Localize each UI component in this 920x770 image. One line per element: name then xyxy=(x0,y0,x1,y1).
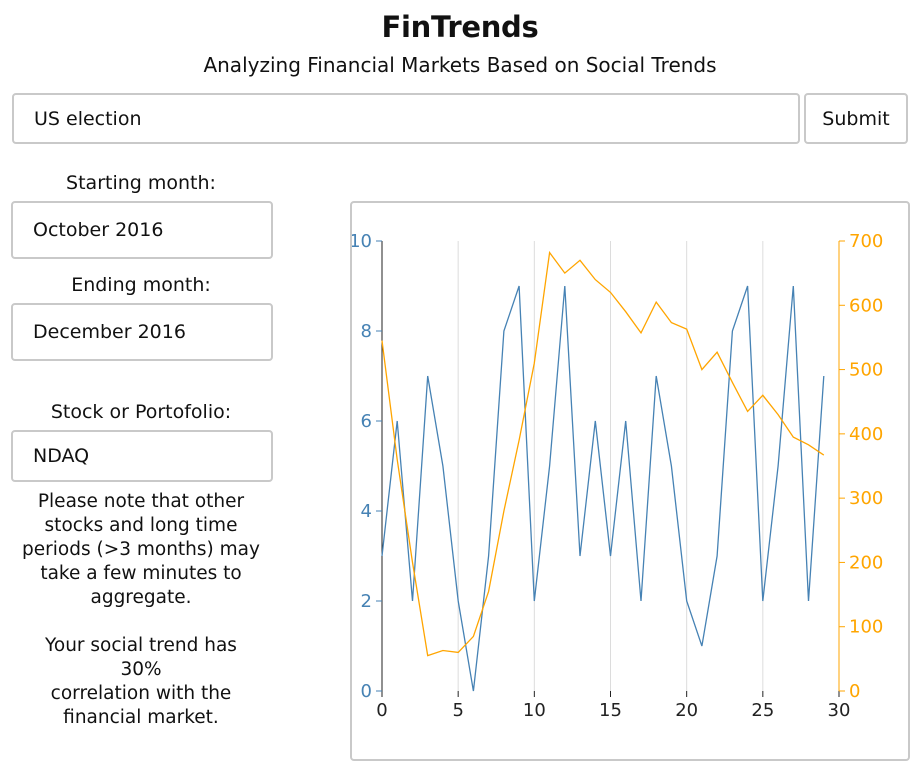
app-subtitle: Analyzing Financial Markets Based on Soc… xyxy=(203,53,717,77)
left-y-tick-label: 8 xyxy=(361,321,372,342)
correlation-line: correlation with the xyxy=(50,683,232,704)
stock-field[interactable]: NDAQ xyxy=(11,430,273,482)
x-tick-label: 5 xyxy=(452,700,463,721)
left-y-tick-label: 4 xyxy=(361,501,372,522)
left-y-tick-label: 6 xyxy=(361,411,372,432)
x-tick-label: 25 xyxy=(751,700,774,721)
note-line: Please note that other xyxy=(37,491,245,512)
note-line: take a few minutes to xyxy=(40,563,242,584)
note-line: aggregate. xyxy=(90,587,192,608)
start-month-label: Starting month: xyxy=(66,172,216,194)
search-input[interactable]: US election xyxy=(12,93,800,144)
right-y-tick-label: 0 xyxy=(849,681,860,702)
x-tick-label: 15 xyxy=(599,700,622,721)
stock-label: Stock or Portofolio: xyxy=(50,401,232,423)
left-y-tick-label: 10 xyxy=(352,231,372,252)
chart-panel: 0 5 10 15 20 25 30 0 2 4 6 8 10 0 100 200 300 400 500 600 70… xyxy=(350,201,910,761)
right-y-tick-label: 200 xyxy=(849,552,883,573)
note-line: stocks and long time xyxy=(44,515,238,536)
x-tick-label: 10 xyxy=(523,700,546,721)
trend-chart: 0 5 10 15 20 25 30 0 2 4 6 8 10 0 100 200 300 400 500 600 70… xyxy=(352,203,908,759)
right-y-tick-label: 100 xyxy=(849,617,883,638)
social-trend-line xyxy=(381,285,825,692)
start-month-field[interactable]: October 2016 xyxy=(11,201,273,259)
x-tick-label: 0 xyxy=(376,700,387,721)
end-month-label: Ending month: xyxy=(71,274,211,296)
chart-svg: 0 5 10 15 20 25 300246810010020030040050060070… xyxy=(352,231,883,721)
right-y-tick-label: 700 xyxy=(849,231,883,252)
correlation-line: financial market. xyxy=(63,707,219,728)
x-tick-label: 30 xyxy=(828,700,851,721)
correlation-value: 30% xyxy=(120,659,162,680)
performance-note: Please note that other stocks and long t… xyxy=(10,490,272,610)
submit-button[interactable]: Submit xyxy=(804,93,908,144)
market-price-line xyxy=(381,250,825,657)
correlation-line: Your social trend has xyxy=(45,635,237,656)
right-y-tick-label: 600 xyxy=(849,295,883,316)
correlation-result: Your social trend has 30% correlation wi… xyxy=(10,634,272,730)
right-y-tick-label: 300 xyxy=(849,488,883,509)
end-month-field[interactable]: December 2016 xyxy=(11,303,273,361)
left-y-tick-label: 0 xyxy=(361,681,372,702)
note-line: periods (>3 months) may xyxy=(22,539,260,560)
right-y-tick-label: 400 xyxy=(849,424,883,445)
x-tick-label: 20 xyxy=(675,700,698,721)
left-y-tick-label: 2 xyxy=(361,591,372,612)
app-title: FinTrends xyxy=(381,10,539,44)
right-y-tick-label: 500 xyxy=(849,360,883,381)
